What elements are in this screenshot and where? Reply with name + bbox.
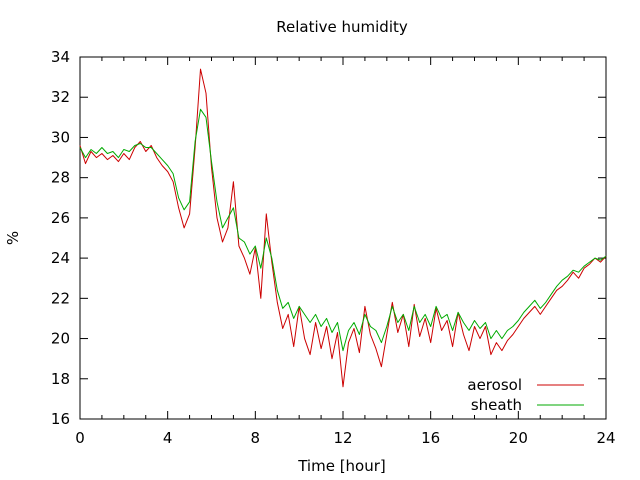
x-tick-label: 12 [333, 429, 352, 447]
y-axis-ticks: 16 18 20 22 24 26 28 30 32 34 [51, 48, 606, 428]
y-tick-label: 26 [51, 209, 70, 227]
x-axis-label: Time [hour] [297, 457, 386, 475]
x-tick-label: 4 [163, 429, 173, 447]
y-axis-label: % [4, 231, 22, 245]
series-line-sheath [79, 108, 607, 352]
y-tick-label: 24 [51, 249, 70, 267]
x-tick-label: 24 [596, 429, 615, 447]
y-tick-label: 28 [51, 169, 70, 187]
legend-label-aerosol: aerosol [467, 376, 522, 394]
x-tick-label: 8 [251, 429, 261, 447]
plot-frame [79, 56, 607, 420]
y-tick-label: 22 [51, 289, 70, 307]
x-tick-label: 16 [421, 429, 440, 447]
y-tick-label: 32 [51, 88, 70, 106]
y-tick-label: 30 [51, 128, 70, 146]
x-tick-label: 0 [75, 429, 85, 447]
legend: aerosol sheath [467, 376, 584, 414]
legend-label-sheath: sheath [471, 396, 522, 414]
chart-title: Relative humidity [276, 18, 408, 36]
series-line-aerosol [79, 68, 607, 388]
x-axis-ticks: 0 4 8 12 16 20 24 [75, 57, 616, 447]
y-tick-label: 16 [51, 410, 70, 428]
y-tick-label: 18 [51, 370, 70, 388]
y-tick-label: 34 [51, 48, 70, 66]
series-lines [79, 68, 607, 388]
y-tick-label: 20 [51, 330, 70, 348]
x-tick-label: 20 [509, 429, 528, 447]
